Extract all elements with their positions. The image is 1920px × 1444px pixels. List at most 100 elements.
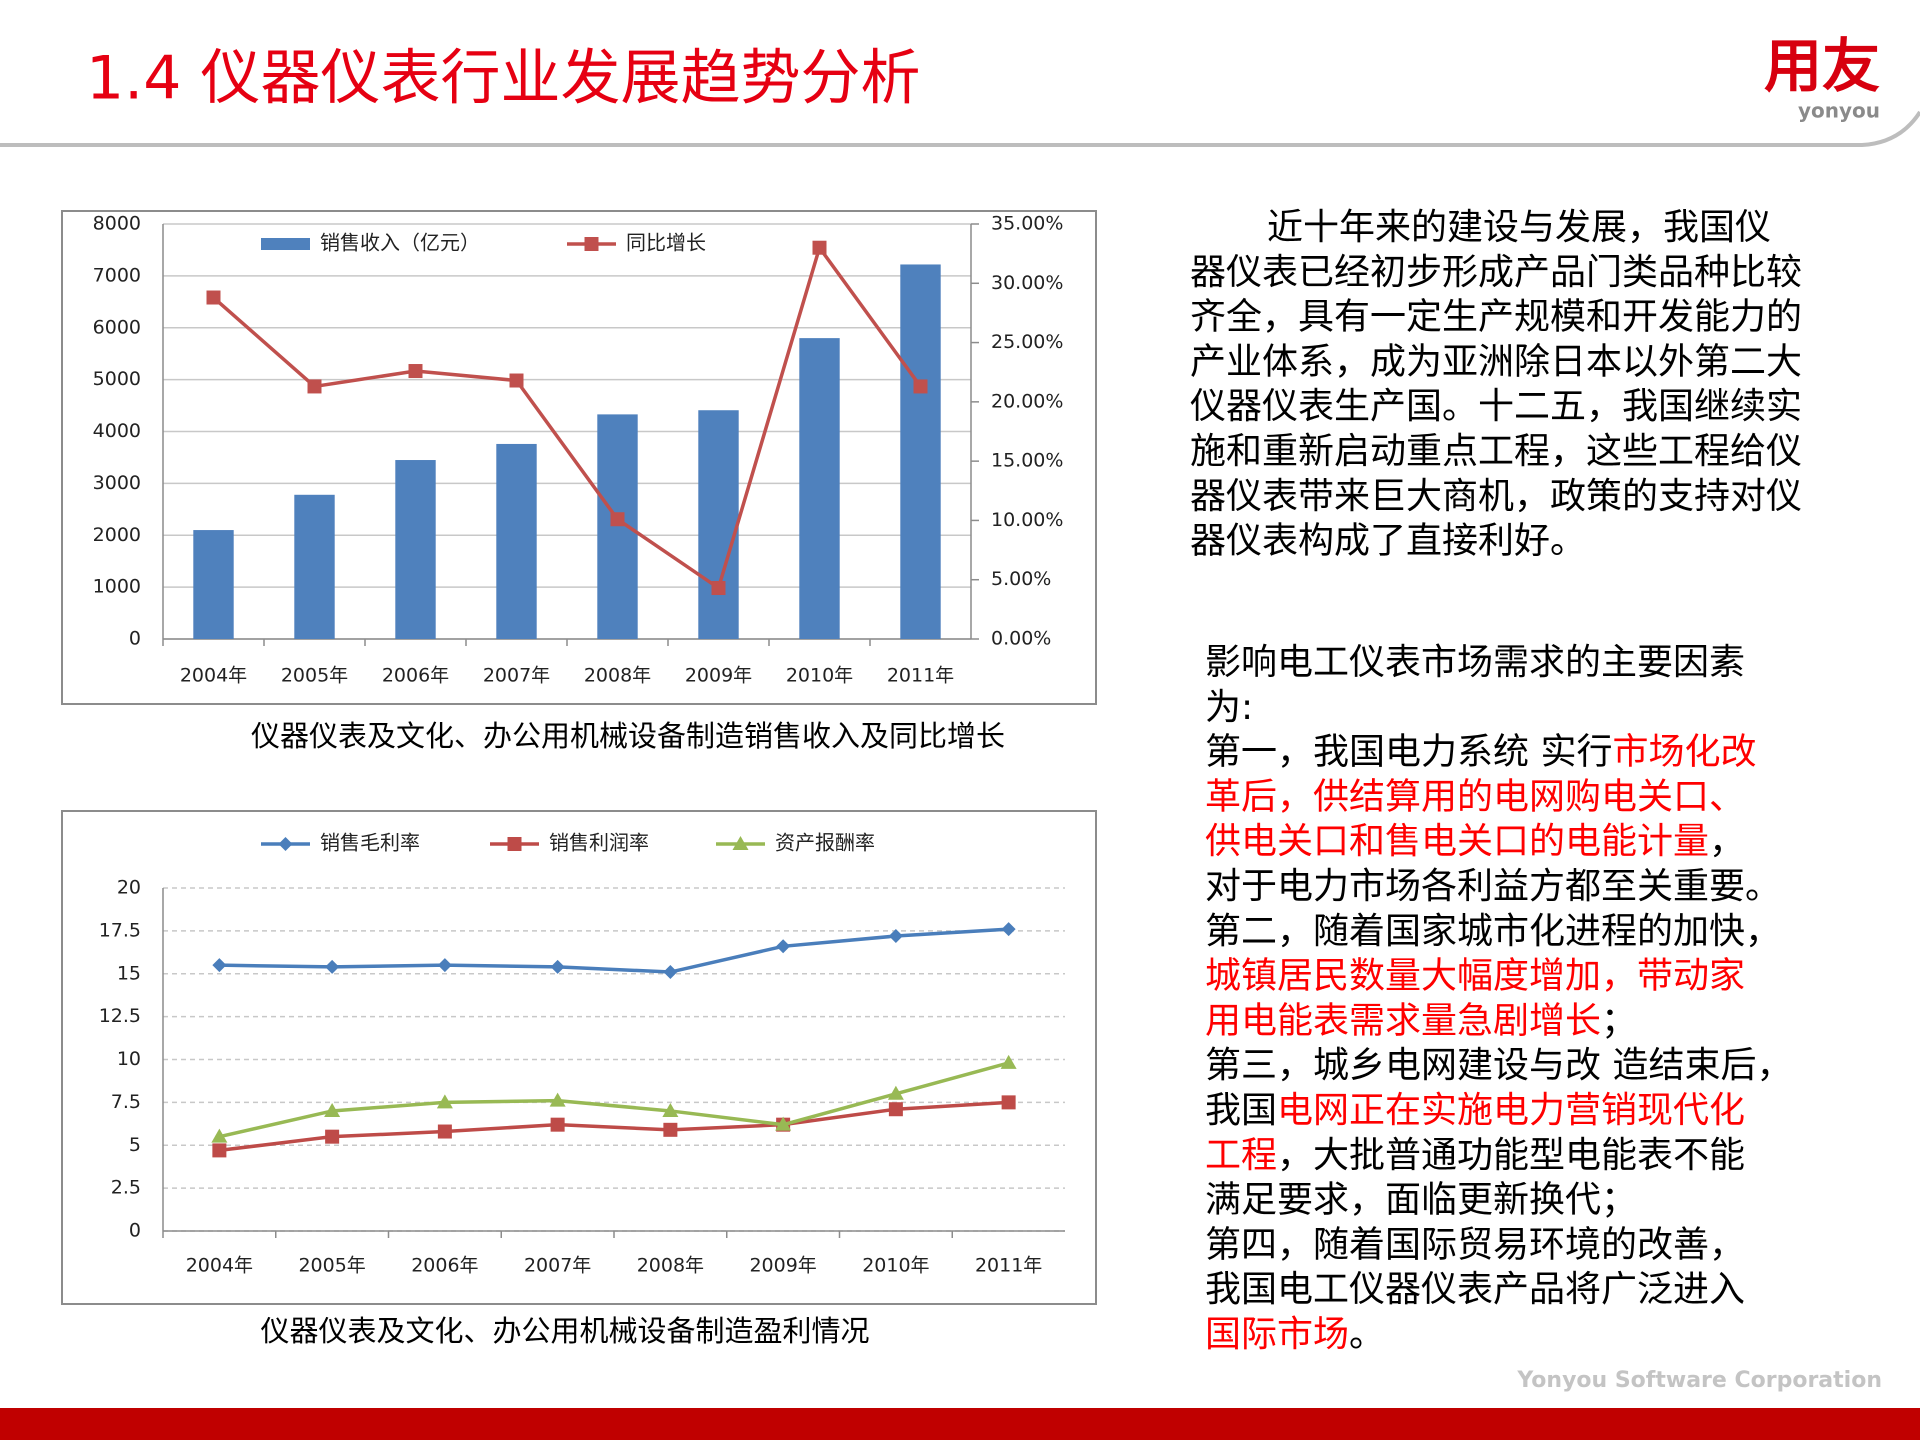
y-tick-label: 0 bbox=[129, 628, 141, 650]
header-line bbox=[0, 110, 1920, 147]
intro-line: 产业体系，成为亚洲除日本以外第二大 bbox=[1190, 341, 1802, 382]
series-line bbox=[219, 1100, 1009, 1153]
y2-tick-label: 5.00% bbox=[991, 568, 1051, 590]
x-tick-label: 2009年 bbox=[685, 665, 752, 687]
y-tick-label: 20 bbox=[117, 877, 141, 899]
y2-tick-label: 25.00% bbox=[991, 331, 1063, 353]
legend-label: 同比增长 bbox=[626, 231, 706, 255]
marker bbox=[206, 290, 221, 305]
bar bbox=[698, 410, 739, 639]
bar bbox=[900, 264, 941, 639]
intro-line: 器仪表已经初步形成产品门类品种比较 bbox=[1190, 252, 1802, 293]
bar bbox=[193, 530, 234, 639]
chart-frame bbox=[61, 810, 1097, 1305]
x-tick-label: 2006年 bbox=[382, 665, 449, 687]
x-tick-label: 2009年 bbox=[749, 1255, 816, 1277]
factor-line: 第三，城乡电网建设与改 造结束后， bbox=[1205, 1045, 1792, 1086]
y-tick-label: 4000 bbox=[93, 420, 141, 442]
x-tick-label: 2008年 bbox=[584, 665, 651, 687]
legend-label: 资产报酬率 bbox=[775, 831, 875, 855]
factor-run: 我国电工仪器仪表产品将广泛进入 bbox=[1205, 1269, 1745, 1310]
marker bbox=[662, 1102, 679, 1117]
x-tick-label: 2010年 bbox=[786, 665, 853, 687]
factor-run: 市场化改 bbox=[1612, 732, 1756, 773]
factor-run: 电网正在实施电力营销现代化 bbox=[1277, 1090, 1745, 1131]
marker bbox=[1001, 922, 1016, 937]
factor-line: 革后，供结算用的电网购电关口、 bbox=[1205, 776, 1745, 817]
x-tick-label: 2005年 bbox=[298, 1255, 365, 1277]
factor-run: 。 bbox=[1349, 1314, 1385, 1355]
marker bbox=[408, 364, 423, 379]
marker bbox=[437, 1124, 452, 1139]
x-tick-label: 2008年 bbox=[637, 1255, 704, 1277]
intro-line: 器仪表构成了直接利好。 bbox=[1190, 521, 1586, 562]
factor-line: 第一，我国电力系统 实行市场化改 bbox=[1205, 732, 1756, 773]
y-tick-label: 2.5 bbox=[111, 1177, 141, 1199]
marker bbox=[307, 379, 322, 394]
y-tick-label: 6000 bbox=[93, 316, 141, 338]
marker bbox=[775, 1116, 792, 1131]
factor-run: 第三，城乡电网建设与改 造结束后， bbox=[1205, 1045, 1792, 1086]
marker bbox=[324, 1102, 341, 1117]
factor-run: 第二，随着国家城市化进程的加快， bbox=[1205, 911, 1781, 952]
factor-run: 对于电力市场各利益方都至关重要。 bbox=[1205, 866, 1781, 907]
y2-tick-label: 35.00% bbox=[991, 213, 1063, 235]
factor-run: 第四，随着国际贸易环境的改善， bbox=[1205, 1224, 1745, 1265]
marker bbox=[888, 929, 903, 944]
legend-label: 销售收入（亿元） bbox=[320, 231, 480, 255]
series-line bbox=[212, 243, 922, 591]
bar bbox=[496, 443, 537, 639]
factor-run: 满足要求，面临更新换代； bbox=[1205, 1180, 1637, 1221]
factor-run: 城镇居民数量大幅度增加，带动家 bbox=[1205, 956, 1745, 997]
marker bbox=[732, 836, 749, 850]
y2-tick-label: 30.00% bbox=[991, 272, 1063, 294]
slide-title: 1.4 仪器仪表行业发展趋势分析 bbox=[86, 44, 921, 114]
intro-line: 齐全，具有一定生产规模和开发能力的 bbox=[1190, 297, 1802, 338]
intro-line: 器仪表带来巨大商机，政策的支持对仪 bbox=[1190, 476, 1802, 517]
bar bbox=[294, 494, 335, 639]
factor-line: 第二，随着国家城市化进程的加快， bbox=[1205, 911, 1781, 952]
factor-run: ，大批普通功能型电能表不能 bbox=[1277, 1135, 1745, 1176]
marker bbox=[584, 237, 599, 251]
bar bbox=[395, 460, 436, 639]
factor-run: 我国 bbox=[1205, 1090, 1277, 1131]
factor-line: 影响电工仪表市场需求的主要因素 bbox=[1205, 642, 1745, 683]
marker bbox=[711, 581, 726, 596]
x-tick-label: 2010年 bbox=[862, 1255, 929, 1277]
legend-label: 销售毛利率 bbox=[320, 831, 420, 855]
x-tick-label: 2004年 bbox=[180, 665, 247, 687]
logo: 用友 bbox=[1764, 32, 1880, 100]
marker bbox=[1000, 1054, 1017, 1069]
factor-line: 我国电网正在实施电力营销现代化 bbox=[1205, 1090, 1745, 1131]
series-line bbox=[218, 1061, 1010, 1139]
y-tick-label: 8000 bbox=[93, 213, 141, 235]
marker bbox=[437, 958, 452, 973]
factor-line: 国际市场。 bbox=[1205, 1314, 1385, 1355]
y2-tick-label: 0.00% bbox=[991, 628, 1051, 650]
factor-run: 国际市场 bbox=[1205, 1314, 1349, 1355]
legend-label: 销售利润率 bbox=[549, 831, 649, 855]
y-tick-label: 7000 bbox=[93, 264, 141, 286]
marker bbox=[278, 837, 293, 851]
x-tick-label: 2011年 bbox=[975, 1255, 1042, 1277]
marker bbox=[212, 958, 227, 973]
y-tick-label: 2000 bbox=[93, 524, 141, 546]
x-tick-label: 2011年 bbox=[887, 665, 954, 687]
intro-line: 施和重新启动重点工程，这些工程给仪 bbox=[1190, 431, 1802, 472]
factor-run: ， bbox=[1709, 821, 1745, 862]
y-tick-label: 17.5 bbox=[99, 919, 141, 941]
marker bbox=[663, 965, 678, 980]
marker bbox=[325, 1129, 340, 1144]
bar bbox=[597, 414, 638, 639]
intro-line: 仪器仪表生产国。十二五，我国继续实 bbox=[1190, 386, 1802, 427]
marker bbox=[550, 1117, 565, 1132]
y-tick-label: 0 bbox=[129, 1220, 141, 1242]
factor-run: 第一，我国电力系统 实行 bbox=[1205, 732, 1612, 773]
y2-tick-label: 15.00% bbox=[991, 450, 1063, 472]
y-tick-label: 5 bbox=[129, 1134, 141, 1156]
y2-tick-label: 20.00% bbox=[991, 390, 1063, 412]
marker bbox=[212, 1143, 227, 1158]
factor-line: 用电能表需求量急剧增长； bbox=[1205, 1000, 1637, 1041]
bar bbox=[799, 338, 840, 639]
